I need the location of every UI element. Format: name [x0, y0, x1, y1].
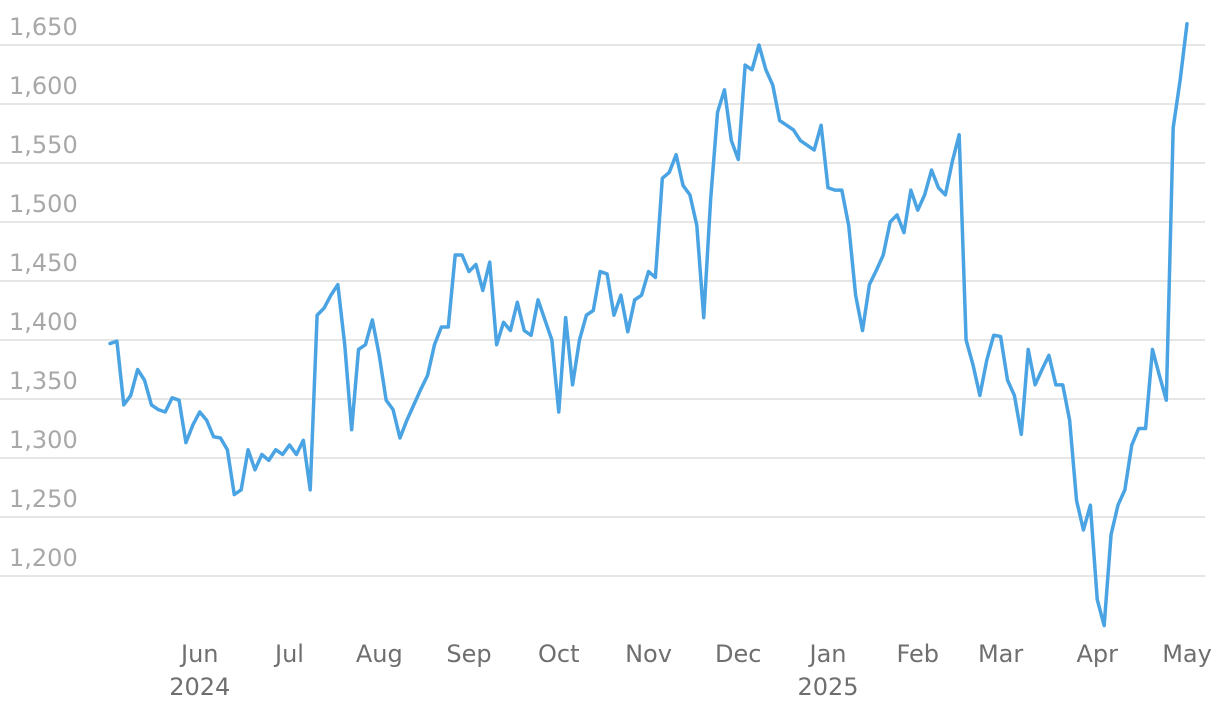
x-tick-label: Aug [355, 640, 403, 668]
y-tick-label: 1,400 [9, 308, 78, 336]
x-tick-label: Jun 2024 [169, 640, 231, 701]
price-line [108, 22, 1189, 628]
x-tick-label: Mar [977, 640, 1024, 668]
y-tick-label: 1,600 [9, 72, 78, 100]
x-tick-label: May [1162, 640, 1212, 668]
x-tick-label: Jul [275, 640, 304, 668]
y-tick-label: 1,550 [9, 131, 78, 159]
y-tick-label: 1,650 [9, 13, 78, 41]
y-tick-label: 1,350 [9, 367, 78, 395]
x-tick-label: Dec [715, 640, 762, 668]
x-tick-label: Sep [446, 640, 492, 668]
x-tick-label: Feb [896, 640, 940, 668]
x-tick-label: Nov [625, 640, 672, 668]
y-tick-label: 1,250 [9, 485, 78, 513]
x-tick-label: Jan 2025 [797, 640, 859, 701]
y-tick-label: 1,200 [9, 544, 78, 572]
y-tick-label: 1,300 [9, 426, 78, 454]
x-tick-label: Apr [1076, 640, 1119, 668]
y-tick-label: 1,450 [9, 249, 78, 277]
x-tick-label: Oct [538, 640, 580, 668]
y-tick-label: 1,500 [9, 190, 78, 218]
